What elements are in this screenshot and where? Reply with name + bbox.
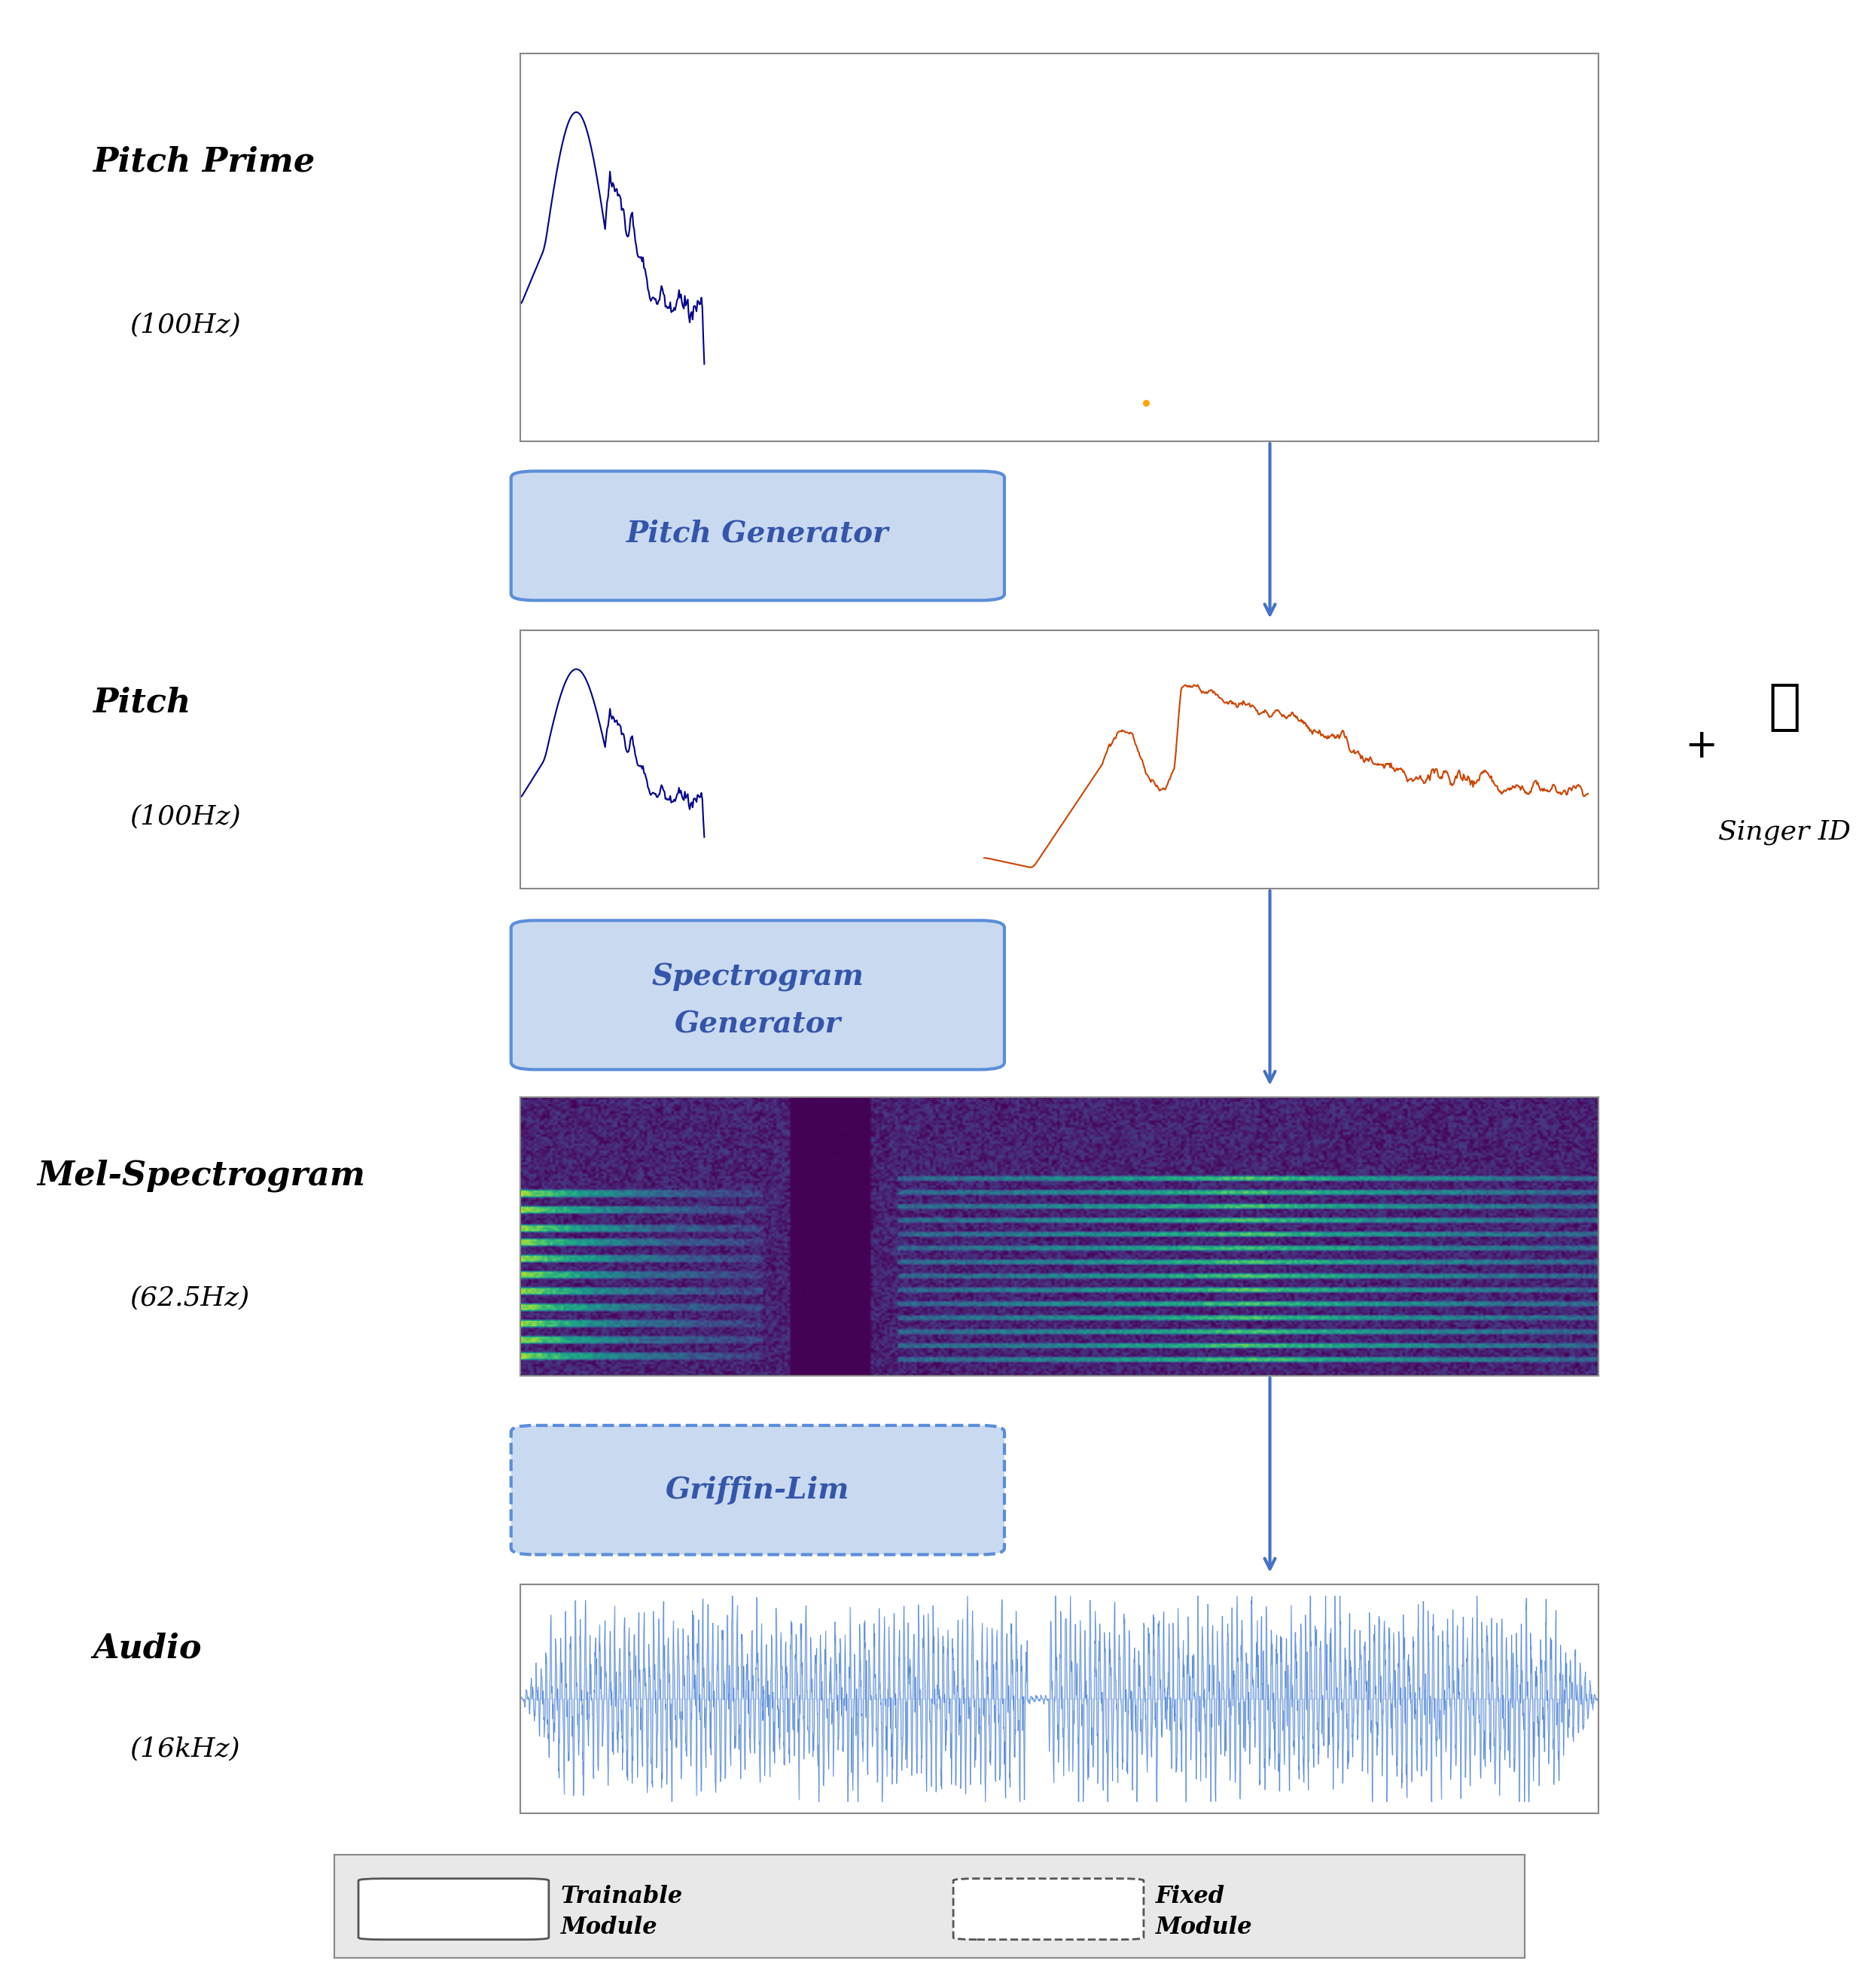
Text: Griffin-Lim: Griffin-Lim: [666, 1475, 850, 1505]
Text: Spectrogram: Spectrogram: [651, 962, 864, 992]
Text: Module: Module: [1156, 1916, 1253, 1938]
Text: Singer ID: Singer ID: [1718, 819, 1852, 845]
FancyBboxPatch shape: [359, 1879, 548, 1940]
Text: (16kHz): (16kHz): [130, 1736, 240, 1761]
Text: Mel-Spectrogram: Mel-Spectrogram: [37, 1159, 366, 1191]
Text: (100Hz): (100Hz): [130, 803, 242, 829]
FancyBboxPatch shape: [954, 1879, 1143, 1940]
Text: Pitch Generator: Pitch Generator: [626, 519, 889, 547]
Text: (62.5Hz): (62.5Hz): [130, 1284, 249, 1310]
Text: Fixed: Fixed: [1156, 1885, 1225, 1908]
Text: Pitch: Pitch: [93, 686, 191, 720]
Text: 🎤: 🎤: [1768, 682, 1801, 734]
FancyBboxPatch shape: [511, 471, 1004, 600]
Text: Audio: Audio: [93, 1632, 203, 1664]
Text: +: +: [1684, 728, 1718, 765]
Text: Pitch Prime: Pitch Prime: [93, 145, 316, 179]
Text: (100Hz): (100Hz): [130, 312, 242, 338]
Point: [1130, 386, 1160, 419]
Text: Generator: Generator: [675, 1010, 840, 1040]
FancyBboxPatch shape: [511, 920, 1004, 1070]
Text: Module: Module: [561, 1916, 658, 1938]
FancyBboxPatch shape: [511, 1425, 1004, 1555]
Text: Trainable: Trainable: [561, 1885, 682, 1908]
